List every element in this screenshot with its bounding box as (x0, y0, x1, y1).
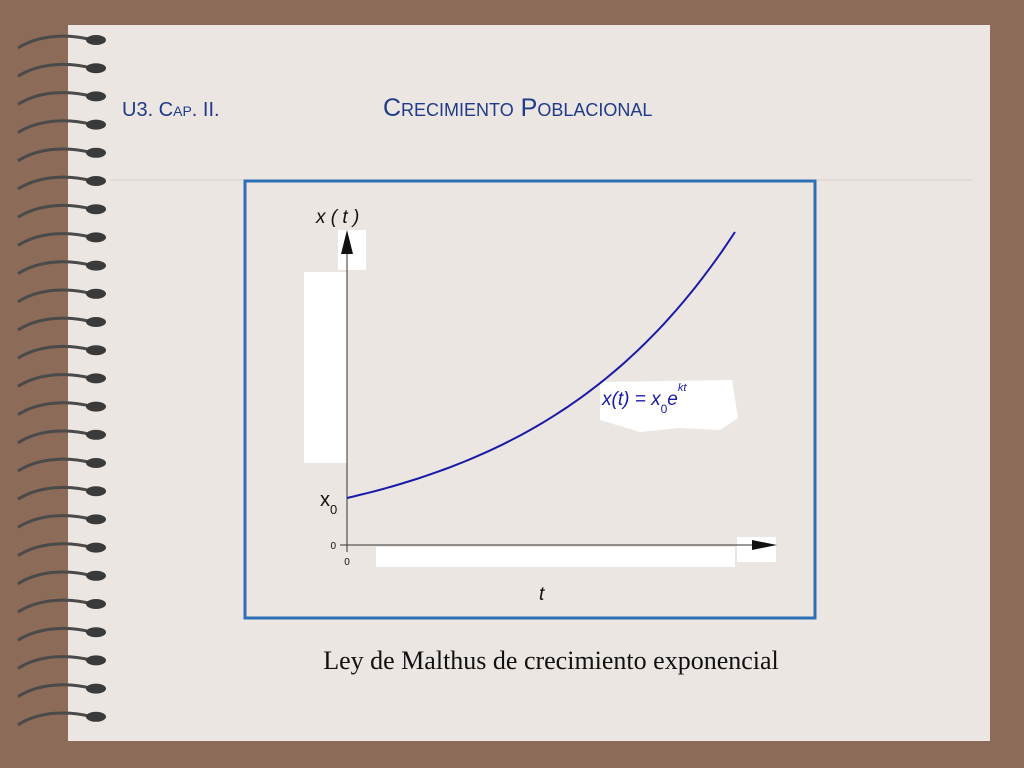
ring-hole (86, 35, 106, 45)
ring-hole (86, 542, 106, 553)
ring (17, 373, 93, 388)
ring (17, 91, 93, 106)
ring-hole (86, 429, 106, 440)
ring-hole (86, 599, 106, 609)
ring (17, 570, 93, 586)
ring (17, 288, 93, 304)
spiral-binding (17, 34, 106, 727)
formula-exponent: kt (678, 382, 688, 394)
ring-hole (86, 401, 106, 412)
formula: x(t) = x0ekt (601, 382, 687, 416)
x-axis-label: t (539, 584, 545, 605)
ring (17, 655, 93, 670)
y-axis-label: x ( t ) (315, 207, 359, 228)
subscript: 0 (330, 502, 337, 517)
ring-hole (86, 63, 106, 74)
ring (17, 260, 93, 275)
ring-hole (86, 176, 106, 186)
ring-hole (86, 345, 106, 356)
ring (17, 711, 93, 727)
ring-hole (86, 627, 106, 638)
ring (17, 401, 93, 416)
ring-hole (86, 232, 106, 243)
mask (737, 537, 776, 562)
formula-subscript: 0 (661, 402, 668, 416)
ring-hole (86, 683, 106, 694)
ring-hole (86, 655, 106, 666)
mask (376, 547, 735, 567)
slide-title: Crecimiento Poblacional (383, 94, 652, 122)
x-origin-tick-label: 0 (344, 557, 350, 568)
ring (17, 457, 93, 473)
y-arrow (341, 230, 353, 254)
formula-base: e (667, 389, 678, 410)
formula-background (600, 380, 738, 432)
formula-lhs: x(t) = x (601, 389, 662, 410)
ring (17, 147, 93, 163)
ring-hole (86, 119, 106, 130)
ring (17, 119, 93, 134)
ring-hole (86, 486, 106, 497)
caption: Ley de Malthus de crecimiento exponencia… (323, 646, 779, 675)
ring (17, 485, 93, 501)
ring-hole (86, 317, 106, 327)
ring (17, 316, 93, 332)
ring (17, 203, 93, 219)
ring-hole (86, 711, 106, 722)
ring (17, 344, 93, 360)
ring-hole (86, 260, 106, 271)
figure-frame (243, 179, 817, 620)
ring-hole (86, 570, 106, 581)
ring-hole (86, 514, 106, 525)
ring-hole (86, 288, 106, 299)
ring-hole (86, 204, 106, 215)
paper (68, 25, 990, 741)
ring (17, 626, 93, 642)
ring (17, 175, 93, 191)
initial-value-label: x0 (320, 489, 337, 517)
ring (17, 34, 93, 50)
ring (17, 683, 93, 698)
ring-hole (86, 458, 106, 468)
ring (17, 62, 93, 78)
growth-curve (346, 231, 736, 499)
ring (17, 542, 93, 557)
symbol: x (320, 489, 330, 511)
ring-hole (86, 91, 106, 102)
ring-hole (86, 147, 106, 158)
ring (17, 429, 93, 445)
unit-label: U3. Cap. II. (122, 99, 220, 121)
x-arrow (752, 540, 777, 550)
ring (17, 232, 93, 247)
ring (17, 514, 93, 529)
ring-hole (86, 373, 106, 384)
ring (17, 598, 93, 614)
mask (304, 272, 347, 463)
y-origin-tick-label: 0 (330, 541, 336, 552)
